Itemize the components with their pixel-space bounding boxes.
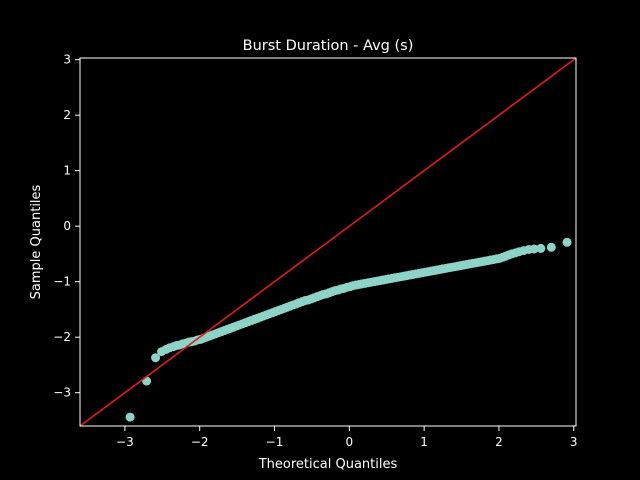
x-tick-label: 3 [570, 435, 578, 449]
y-tick-label: 1 [63, 164, 71, 178]
x-tick-label: 2 [495, 435, 503, 449]
reference-line [80, 58, 576, 426]
x-axis-label: Theoretical Quantiles [258, 457, 398, 472]
y-axis-label: Sample Quantiles [29, 184, 44, 299]
data-point [125, 412, 135, 422]
data-point [151, 353, 161, 363]
chart-title: Burst Duration - Avg (s) [243, 38, 414, 54]
data-point [536, 243, 546, 253]
x-tick-label: −2 [191, 435, 209, 449]
y-tick-label: −2 [53, 330, 71, 344]
data-point [142, 376, 152, 386]
y-tick-label: −1 [53, 275, 71, 289]
x-tick-label: 0 [346, 435, 354, 449]
plot-frame [79, 57, 577, 427]
y-tick-label: −3 [53, 386, 71, 400]
x-tick-label: −1 [266, 435, 284, 449]
x-tick-label: 1 [420, 435, 428, 449]
x-tick-label: −3 [116, 435, 134, 449]
data-point [562, 237, 572, 247]
y-tick-label: 2 [63, 108, 71, 122]
data-point [529, 244, 539, 254]
y-tick-label: 3 [63, 53, 71, 67]
y-tick-label: 0 [63, 219, 71, 233]
data-point [546, 242, 556, 252]
